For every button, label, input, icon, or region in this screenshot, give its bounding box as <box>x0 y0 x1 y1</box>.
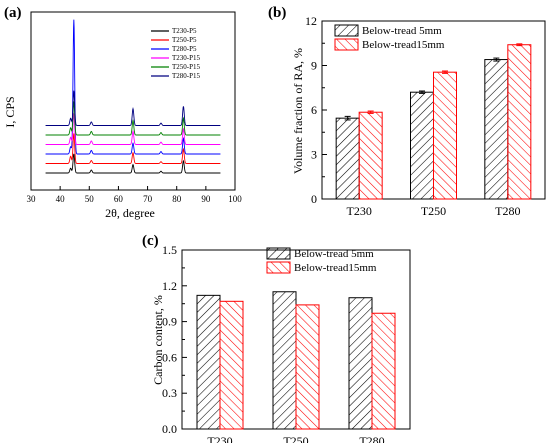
x-tick-label: 80 <box>172 194 182 204</box>
legend-label: T230-P15 <box>172 54 201 62</box>
y-tick-label: 9 <box>311 59 317 73</box>
bar <box>358 111 383 200</box>
legend-label: Below-tread 5mm <box>362 25 442 37</box>
bar <box>196 294 221 430</box>
carbon-content-panel: (c) Carbon content, % 0.0 0.3 0.6 0.9 1.2 1.5… <box>142 233 411 443</box>
y-tick-label: 12 <box>305 14 317 28</box>
x-tick-label: 40 <box>56 194 66 204</box>
xrd-curve <box>45 153 221 174</box>
legend: Below-tread 5mm Below-tread15mm <box>334 24 445 51</box>
legend-label: T250-P15 <box>172 63 201 71</box>
panel-label: (a) <box>4 5 22 21</box>
legend: T230-P5 T250-P5 T280-P5 T230-P15 T250-P1… <box>172 27 201 80</box>
bar <box>410 91 434 200</box>
legend-swatch <box>334 38 359 51</box>
bar <box>433 71 457 200</box>
legend-label: T280-P15 <box>172 72 201 80</box>
y-tick-label: 6 <box>311 103 317 117</box>
plot-area: 30 40 50 60 70 80 90 100 <box>27 11 242 204</box>
x-tick-label: T230 <box>207 434 232 443</box>
x-tick-label: 100 <box>228 194 242 204</box>
xrd-curve <box>45 113 221 145</box>
bar <box>507 44 532 200</box>
legend-label: T230-P5 <box>172 27 197 35</box>
legend-label: Below-tread15mm <box>294 262 377 274</box>
y-tick-label: 3 <box>311 148 317 162</box>
panel-label: (b) <box>268 5 286 21</box>
xrd-curve <box>45 19 221 155</box>
legend-label: Below-tread15mm <box>362 39 445 51</box>
y-axis-label: Carbon content, % <box>151 295 165 385</box>
y-tick-label: 0.6 <box>162 350 177 364</box>
legend-label: T250-P5 <box>172 36 197 44</box>
x-tick-label: T280 <box>495 204 520 218</box>
y-tick-label: 1.2 <box>162 279 177 293</box>
y-tick-label: 0.0 <box>162 422 177 436</box>
bar <box>219 300 244 430</box>
y-axis-label: Volume fraction of RA, % <box>291 48 305 174</box>
bar <box>335 117 360 200</box>
x-tick-label: 50 <box>85 194 95 204</box>
x-tick-label: 90 <box>201 194 211 204</box>
x-tick-label: T250 <box>421 204 446 218</box>
x-axis-label: 2θ, degree <box>105 206 155 220</box>
retained-austenite-panel: (b) Volume fraction of RA, % 0 3 6 9 12 T230 T… <box>268 5 546 218</box>
x-tick-label: T250 <box>283 434 308 443</box>
bar <box>272 291 297 430</box>
xrd-curve <box>45 101 221 136</box>
legend-swatch <box>266 261 291 274</box>
bar <box>295 304 320 430</box>
y-axis-label: I, CPS <box>3 96 17 127</box>
x-tick-label: T280 <box>359 434 384 443</box>
bar <box>484 59 509 200</box>
legend-swatch <box>334 24 359 37</box>
x-tick-label: 30 <box>27 194 37 204</box>
y-tick-label: 0.3 <box>162 386 177 400</box>
x-tick-label: 70 <box>143 194 153 204</box>
plot-area: 0 3 6 9 12 T230 T250 T280 <box>305 14 546 218</box>
panel-label: (c) <box>142 233 159 249</box>
xrd-curve <box>45 133 221 164</box>
xrd-panel: (a) I, CPS 2θ, degree 30 40 50 60 70 80 90 100 … <box>3 5 242 220</box>
bar <box>371 312 396 430</box>
y-tick-label: 0.9 <box>162 315 177 329</box>
y-tick-label: 0 <box>311 192 317 206</box>
bar <box>348 297 373 430</box>
y-tick-label: 1.5 <box>162 243 177 257</box>
legend-label: Below-tread 5mm <box>294 248 374 260</box>
axes-frame <box>30 11 236 191</box>
legend-label: T280-P5 <box>172 45 197 53</box>
x-tick-label: 60 <box>114 194 124 204</box>
x-tick-label: T230 <box>346 204 371 218</box>
plot-area: 0.0 0.3 0.6 0.9 1.2 1.5 T230 T250 T280 <box>162 243 411 443</box>
xrd-curve <box>45 90 221 126</box>
legend-swatch <box>266 247 291 260</box>
legend: Below-tread 5mm Below-tread15mm <box>266 247 377 274</box>
